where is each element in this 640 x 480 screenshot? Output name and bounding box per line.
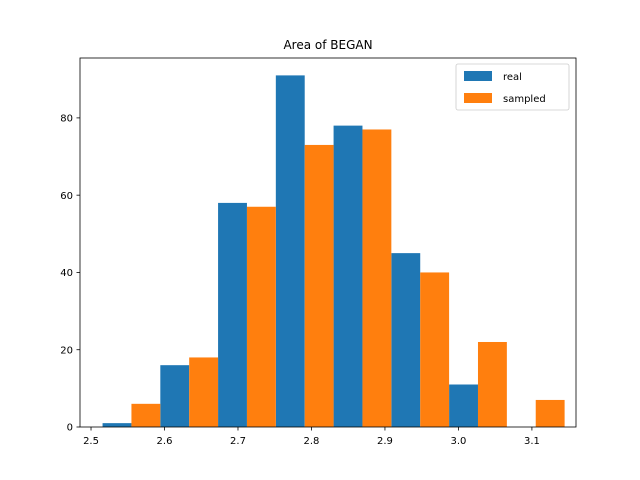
x-tick-label-5: 3.0 <box>450 436 466 447</box>
x-tick-label-2: 2.7 <box>230 436 246 447</box>
legend: real sampled <box>455 63 570 111</box>
y-tick-label-1: 20 <box>60 345 73 356</box>
bar-real-1 <box>160 365 190 427</box>
bar-real-4 <box>333 125 363 428</box>
bar-sampled-4 <box>362 129 392 428</box>
legend-swatch-real <box>464 71 492 81</box>
axes-group: 2.5 2.6 2.7 2.8 2.9 3.0 3.1 0 20 40 60 80 <box>60 57 577 447</box>
x-tick-label-4: 2.9 <box>377 436 393 447</box>
bar-real-2 <box>218 202 247 427</box>
bar-sampled-7 <box>535 399 565 427</box>
bar-sampled-0 <box>131 403 161 427</box>
plot-frame <box>79 57 577 428</box>
bar-real-0 <box>102 423 132 427</box>
y-tick-label-0: 0 <box>67 423 73 434</box>
y-tick-label-3: 60 <box>60 191 73 202</box>
y-tick-label-4: 80 <box>60 113 73 124</box>
x-tick-label-6: 3.1 <box>524 436 540 447</box>
bar-sampled-3 <box>304 144 334 427</box>
legend-label-real: real <box>503 72 522 83</box>
bar-sampled-2 <box>246 206 276 427</box>
bar-sampled-6 <box>477 341 507 427</box>
bars-group <box>102 75 565 428</box>
x-tick-label-3: 2.8 <box>304 436 320 447</box>
x-tick-label-0: 2.5 <box>83 436 99 447</box>
x-tick-label-1: 2.6 <box>157 436 173 447</box>
bar-real-5 <box>391 253 421 427</box>
chart-title: Area of BEGAN <box>283 38 372 52</box>
bar-real-3 <box>275 75 305 427</box>
bar-sampled-5 <box>420 272 450 427</box>
bar-sampled-1 <box>189 357 219 427</box>
legend-swatch-sampled <box>464 93 492 103</box>
legend-label-sampled: sampled <box>503 94 546 105</box>
bar-real-6 <box>449 384 478 427</box>
y-tick-label-2: 40 <box>60 268 73 279</box>
